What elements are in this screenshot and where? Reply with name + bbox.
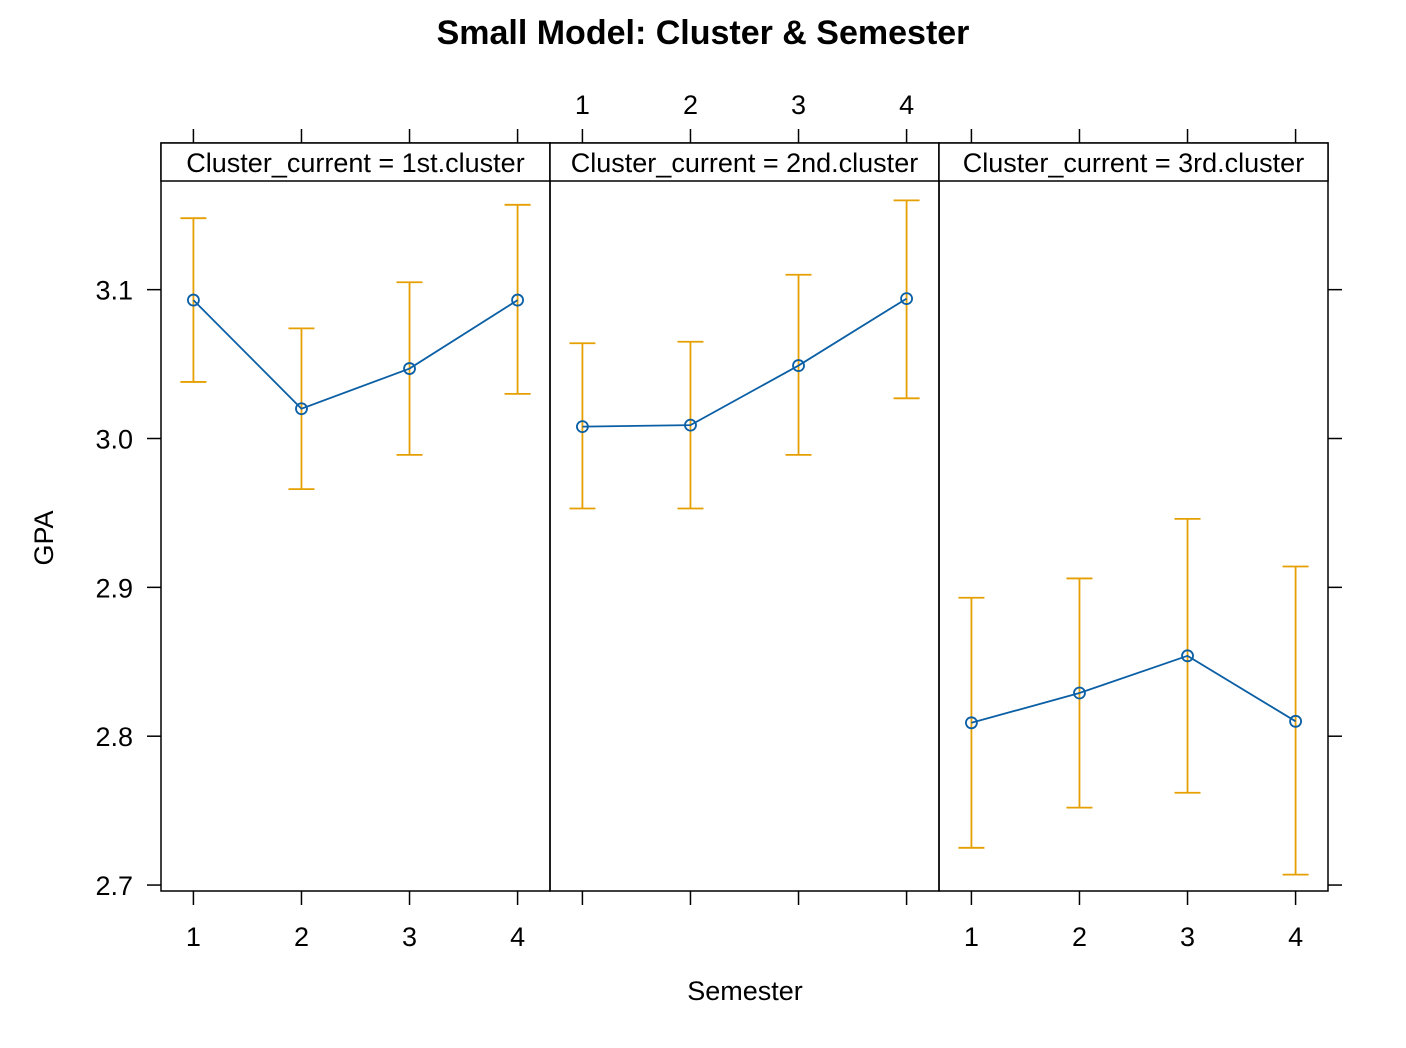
data-point [684, 418, 697, 432]
x-tick-label: 4 [510, 922, 525, 952]
data-point [187, 293, 200, 307]
x-axis-panel-1: 1 2 3 4 [186, 129, 525, 952]
x-axis-panel-2: 1 2 3 4 [575, 90, 914, 905]
y-axis: 2.7 2.8 2.9 3.0 3.1 [95, 276, 1342, 901]
x-tick-label: 2 [683, 90, 698, 120]
x-tick-label: 1 [575, 90, 590, 120]
data-point [965, 716, 978, 730]
panel-frame [938, 142, 1329, 892]
x-tick-label: 1 [964, 922, 979, 952]
series-line [971, 654, 1297, 724]
x-tick-label: 2 [1072, 922, 1087, 952]
data-point [403, 362, 416, 375]
panel-frame [549, 142, 940, 892]
data-point [792, 359, 805, 372]
panel-strip [160, 142, 551, 182]
data-point [1181, 649, 1194, 663]
panel-3: Cluster_current = 3rd.cluster 1 2 3 4 [938, 129, 1329, 952]
error-bar [958, 596, 985, 849]
x-tick-label: 3 [402, 922, 417, 952]
x-tick-label: 1 [186, 922, 201, 952]
y-tick-label: 2.7 [95, 871, 133, 901]
panel-2: Cluster_current = 2nd.cluster 1 2 3 4 [549, 90, 940, 905]
y-axis-label: GPA [29, 510, 59, 565]
x-tick-label: 3 [1180, 922, 1195, 952]
y-tick-label: 2.9 [95, 573, 133, 603]
y-tick-label: 2.8 [95, 722, 133, 752]
y-tick-label: 3.0 [95, 425, 133, 455]
panel-strip [938, 142, 1329, 182]
x-tick-label: 3 [791, 90, 806, 120]
panel-strip [549, 142, 940, 182]
data-point [511, 293, 524, 307]
data-point [1289, 714, 1302, 728]
x-tick-label: 4 [899, 90, 914, 120]
data-point [295, 402, 308, 416]
strip-label: Cluster_current = 1st.cluster [186, 148, 524, 178]
x-tick-label: 2 [294, 922, 309, 952]
error-bar [504, 203, 531, 395]
x-tick-label: 4 [1288, 922, 1303, 952]
panel-1: Cluster_current = 1st.cluster 1 2 3 4 [160, 129, 551, 952]
strip-label: Cluster_current = 2nd.cluster [571, 148, 918, 178]
series-line [582, 297, 908, 428]
data-point [900, 292, 913, 305]
data-point [576, 420, 589, 433]
strip-label: Cluster_current = 3rd.cluster [963, 148, 1304, 178]
x-axis-label: Semester [687, 976, 803, 1006]
series-line [192, 299, 519, 410]
chart-title: Small Model: Cluster & Semester [437, 14, 970, 52]
panel-frame [160, 142, 551, 892]
y-tick-label: 3.1 [95, 276, 133, 306]
data-point [1073, 686, 1086, 700]
x-axis-panel-3: 1 2 3 4 [964, 129, 1303, 952]
